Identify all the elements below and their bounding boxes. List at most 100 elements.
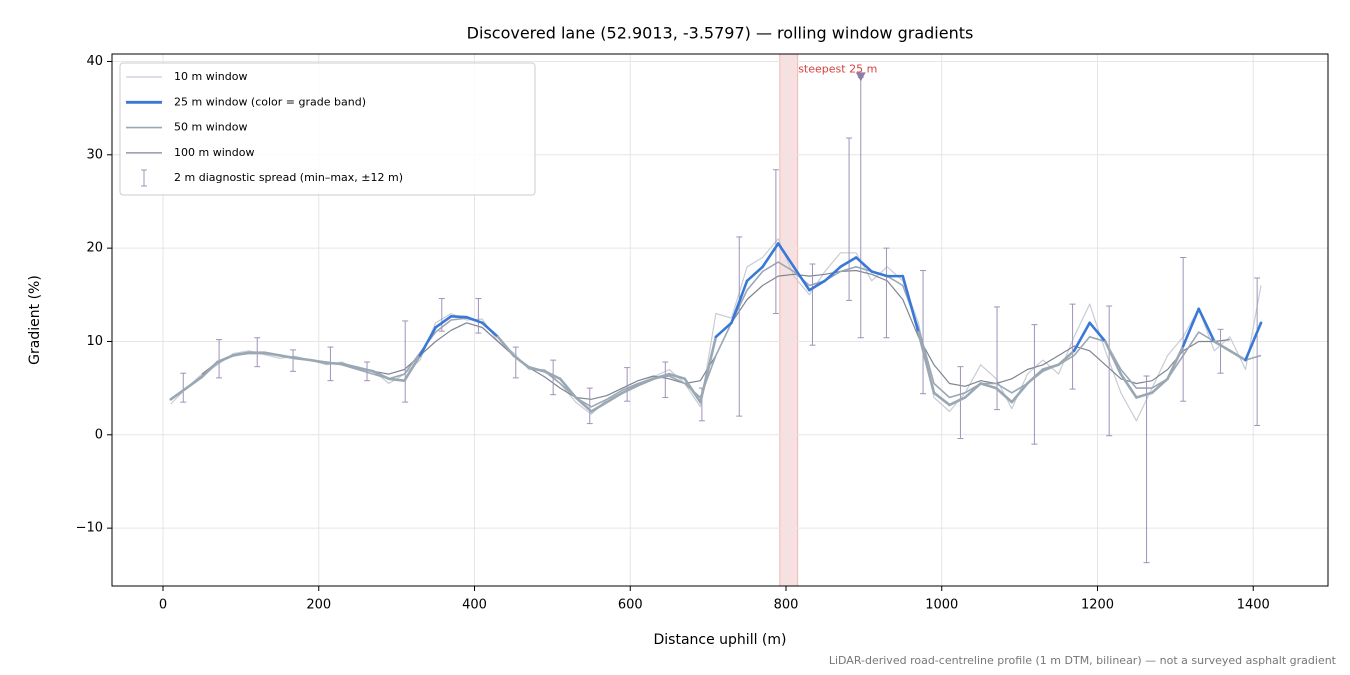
grade-segment bbox=[371, 370, 391, 381]
grade-segment bbox=[994, 386, 1014, 404]
grade-segment bbox=[278, 354, 297, 360]
error-bar bbox=[216, 339, 223, 379]
y-tick-label: −10 bbox=[76, 521, 103, 536]
grade-segment bbox=[823, 265, 842, 283]
grade-segment bbox=[449, 314, 469, 319]
error-bar bbox=[1254, 277, 1261, 426]
grade-segment bbox=[854, 256, 873, 273]
y-tick-label: 10 bbox=[86, 334, 103, 349]
grade-segment bbox=[1213, 340, 1232, 353]
grade-segment bbox=[543, 370, 562, 381]
error-bar bbox=[957, 366, 964, 440]
highlight-label: steepest 25 m bbox=[798, 62, 877, 75]
x-tick-label: 800 bbox=[774, 598, 799, 613]
error-bar bbox=[586, 387, 593, 425]
grade-segment bbox=[870, 270, 889, 278]
grade-segment bbox=[480, 321, 500, 339]
grade-segment bbox=[917, 330, 936, 395]
y-tick-label: 20 bbox=[86, 241, 103, 256]
grade-segment bbox=[527, 366, 546, 373]
grade-segment bbox=[1228, 349, 1247, 362]
legend-label: 2 m diagnostic spread (min–max, ±12 m) bbox=[174, 171, 403, 184]
x-tick-label: 1400 bbox=[1237, 598, 1270, 613]
legend-label: 100 m window bbox=[174, 146, 254, 159]
grade-segment bbox=[699, 335, 718, 404]
error-bar bbox=[1106, 305, 1113, 437]
error-bar bbox=[1217, 328, 1224, 374]
error-bar bbox=[846, 137, 853, 301]
legend-box bbox=[119, 62, 536, 196]
error-bar bbox=[364, 361, 371, 382]
grade-segment bbox=[948, 396, 967, 407]
grade-segment bbox=[901, 274, 920, 334]
line-series bbox=[170, 261, 1262, 408]
x-tick-label: 400 bbox=[462, 598, 487, 613]
error-bar bbox=[809, 263, 816, 346]
error-bar bbox=[1143, 375, 1150, 564]
y-axis-label: Gradient (%) bbox=[27, 275, 43, 365]
grade-segment bbox=[761, 242, 780, 269]
error-bar bbox=[624, 367, 631, 402]
grade-segment bbox=[1072, 321, 1092, 353]
grade-segment bbox=[745, 265, 764, 283]
peak-marker bbox=[855, 72, 866, 82]
x-tick-label: 1000 bbox=[925, 598, 958, 613]
grade-segment bbox=[325, 361, 344, 366]
grade-segment bbox=[683, 377, 702, 404]
grade-segment bbox=[403, 354, 422, 382]
x-tick-label: 0 bbox=[159, 598, 167, 613]
grade-segment bbox=[667, 372, 687, 381]
x-axis-label: Distance uphill (m) bbox=[654, 632, 787, 648]
grade-segment bbox=[792, 265, 811, 292]
error-bar bbox=[402, 320, 409, 403]
grade-segment bbox=[1103, 340, 1123, 376]
line-series bbox=[201, 269, 1230, 400]
error-bar bbox=[883, 247, 890, 339]
grade-segment bbox=[356, 366, 375, 373]
grade-segment bbox=[169, 386, 188, 401]
grade-segment bbox=[262, 351, 282, 357]
x-tick-label: 1200 bbox=[1081, 598, 1114, 613]
legend-label: 10 m window bbox=[174, 70, 247, 83]
grade-segment bbox=[512, 354, 531, 369]
y-tick-label: 30 bbox=[86, 147, 103, 162]
grade-segment bbox=[730, 279, 749, 325]
grade-segment bbox=[1026, 368, 1045, 385]
grade-segment bbox=[979, 382, 998, 390]
grade-segment bbox=[605, 391, 624, 404]
legend-label: 50 m window bbox=[174, 121, 247, 134]
grade-segment bbox=[1119, 372, 1138, 399]
grade-segment bbox=[652, 372, 671, 381]
highlight-band bbox=[779, 53, 799, 587]
grade-segment bbox=[418, 326, 437, 357]
grade-segment bbox=[1244, 321, 1263, 362]
y-tick-label: 0 bbox=[95, 427, 103, 442]
error-bar bbox=[736, 236, 743, 417]
grade-segment bbox=[465, 315, 484, 325]
error-bar bbox=[512, 346, 519, 379]
grade-segment bbox=[496, 335, 515, 357]
grade-segment bbox=[309, 358, 328, 365]
grade-segment bbox=[387, 377, 406, 382]
chart-title: Discovered lane (52.9013, -3.5797) — rol… bbox=[467, 24, 974, 43]
error-bar bbox=[1180, 256, 1187, 402]
error-bar bbox=[662, 361, 669, 398]
grade-segment bbox=[714, 321, 733, 339]
grade-segment bbox=[558, 377, 578, 399]
y-tick-label: 40 bbox=[86, 54, 103, 69]
grade-segment bbox=[185, 375, 204, 390]
grade-segment bbox=[1150, 377, 1169, 395]
footnote: LiDAR-derived road-centreline profile (1… bbox=[829, 654, 1337, 667]
error-bar bbox=[475, 298, 482, 334]
grade-segment bbox=[621, 384, 640, 395]
grade-segment bbox=[294, 356, 313, 362]
grade-segment bbox=[216, 354, 235, 364]
error-bar bbox=[1069, 303, 1076, 390]
grade-segment bbox=[590, 400, 609, 413]
grade-segment bbox=[1088, 321, 1107, 343]
grade-segment bbox=[1057, 349, 1076, 367]
grade-segment bbox=[1181, 307, 1201, 348]
grade-segment bbox=[340, 362, 359, 369]
grade-segment bbox=[200, 360, 219, 379]
